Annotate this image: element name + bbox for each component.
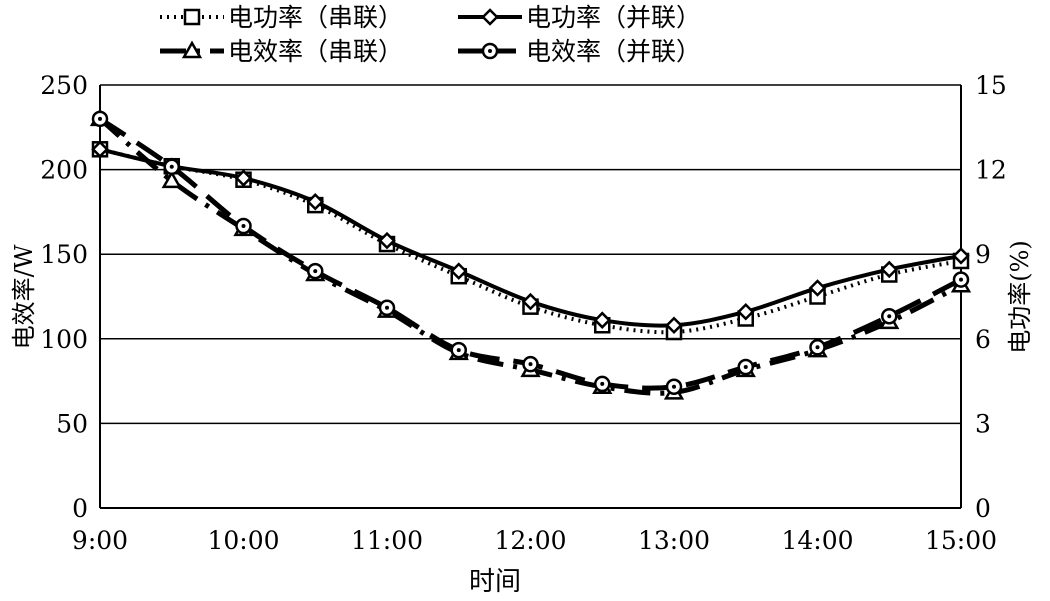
diamond-marker <box>449 262 468 280</box>
diamond-marker <box>521 292 540 311</box>
diamond-marker <box>593 311 612 329</box>
circle-marker-dot <box>169 164 174 169</box>
x-tick-label: 9:00 <box>72 526 128 555</box>
legend-label: 电功率（并联） <box>526 3 701 32</box>
circle-marker-dot <box>313 269 318 274</box>
diamond-marker <box>808 279 827 297</box>
circle-marker-dot <box>887 314 892 319</box>
diamond-marker <box>736 302 755 321</box>
circle-marker-dot <box>98 116 102 121</box>
circle-marker-dot <box>528 362 533 367</box>
circle-marker <box>235 217 252 235</box>
diamond-marker <box>306 192 325 211</box>
diamond-marker <box>880 260 899 279</box>
circle-marker <box>481 42 499 60</box>
diamond-marker <box>378 231 396 250</box>
series-circle <box>91 110 970 395</box>
y-tick-label-right: 6 <box>975 325 991 354</box>
circle-marker <box>881 307 898 325</box>
diamond-marker <box>91 140 109 159</box>
series-layer <box>89 108 972 400</box>
legend-label: 电功率（串联） <box>228 3 403 32</box>
y-tick-label-right: 15 <box>975 71 1007 100</box>
diamond-marker <box>481 8 499 26</box>
y-axis-label-right: 电功率(%) <box>1006 240 1034 354</box>
circle-marker-dot <box>600 381 605 386</box>
series-diamond <box>91 140 970 335</box>
triangle-marker <box>181 40 203 59</box>
circle-marker <box>91 110 109 128</box>
x-tick-label: 12:00 <box>494 526 566 555</box>
y-tick-label-right: 0 <box>975 494 991 523</box>
circle-marker-dot <box>488 49 492 53</box>
legend-label: 电效率（串联） <box>228 37 403 66</box>
x-tick-label: 15:00 <box>925 526 997 555</box>
diamond-marker <box>665 316 683 335</box>
legend-item: 电效率（串联） <box>160 37 403 66</box>
circle-marker <box>594 375 611 393</box>
circle-marker-dot <box>456 348 461 353</box>
y-tick-label-right: 12 <box>975 156 1007 185</box>
x-tick-label: 14:00 <box>781 526 853 555</box>
circle-marker <box>665 378 683 395</box>
diamond-marker <box>952 247 970 265</box>
series-line <box>98 116 963 396</box>
axes: 0 50 100 150 200 250 0 3 6 9 12 15 9:00 10:00 11:00 12:… <box>40 71 1007 555</box>
circle-marker <box>378 299 396 317</box>
y-tick-label-right: 9 <box>975 240 991 269</box>
circle-marker <box>163 158 180 176</box>
x-tick-label: 11:00 <box>351 526 423 555</box>
y-tick-label-left: 250 <box>40 71 88 100</box>
circle-marker <box>809 339 826 356</box>
y-tick-label-left: 200 <box>40 156 88 185</box>
y-tick-label-left: 150 <box>40 240 88 269</box>
y-tick-label-left: 0 <box>72 494 88 523</box>
legend-label: 电效率（并联） <box>526 37 701 66</box>
legend: 电功率（串联） 电功率（并联） 电效率（串联） 电效率（并联） <box>160 3 701 66</box>
x-tick-label: 10:00 <box>207 526 279 555</box>
triangle-marker <box>161 170 182 189</box>
square-marker <box>183 8 201 26</box>
circle-marker-dot <box>815 345 820 350</box>
circle-marker-dot <box>241 224 246 228</box>
circle-marker <box>450 341 467 359</box>
circle-marker <box>522 355 539 373</box>
diamond-marker <box>234 169 253 187</box>
circle-marker-dot <box>743 365 748 369</box>
legend-item: 电效率（并联） <box>458 37 701 66</box>
x-axis-label: 时间 <box>469 567 521 597</box>
legend-item: 电功率（并联） <box>458 3 701 32</box>
circle-marker-dot <box>959 277 963 282</box>
circle-marker-dot <box>672 384 676 389</box>
y-axis-label-left: 电效率/W <box>10 244 38 349</box>
circle-marker <box>737 358 754 376</box>
legend-item: 电功率（串联） <box>160 3 403 32</box>
circle-marker-dot <box>385 305 389 310</box>
y-tick-label-right: 3 <box>975 409 991 438</box>
x-tick-label: 13:00 <box>638 526 710 555</box>
circle-marker <box>952 271 970 288</box>
circle-marker <box>307 262 324 280</box>
y-tick-label-left: 50 <box>56 409 88 438</box>
y-tick-label-left: 100 <box>40 325 88 354</box>
